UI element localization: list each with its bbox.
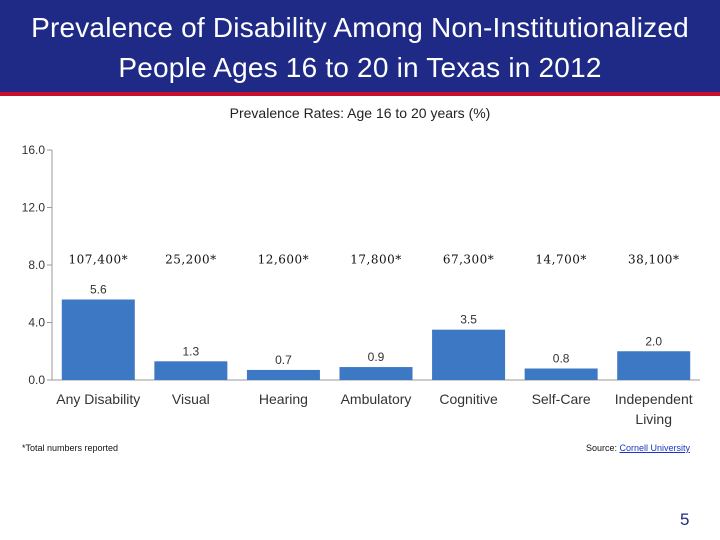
category-label: Ambulatory	[341, 391, 412, 407]
title-banner	[0, 0, 720, 92]
y-tick-label: 0.0	[28, 373, 45, 387]
y-tick-label: 4.0	[28, 316, 45, 330]
total-count-label: 107,400*	[68, 253, 128, 267]
source-prefix: Source:	[585, 443, 620, 453]
slide-title-line-2: People Ages 16 to 20 in Texas in 2012	[118, 52, 602, 83]
data-label: 0.8	[553, 352, 570, 366]
bar	[154, 361, 228, 380]
slide-title: Prevalence of Disability Among Non-Insti…	[0, 8, 720, 88]
footnote: *Total numbers reported	[22, 443, 119, 453]
page-number: 5	[680, 510, 690, 529]
source-link[interactable]: Cornell University	[619, 443, 690, 453]
title-accent-rule	[0, 92, 720, 96]
category-label: Visual	[172, 391, 210, 407]
data-label: 2.0	[645, 334, 662, 348]
data-label: 0.7	[275, 353, 292, 367]
category-label: Living	[635, 411, 672, 427]
chart-title: Prevalence Rates: Age 16 to 20 years (%)	[229, 105, 491, 121]
bar	[339, 367, 413, 380]
category-label: Hearing	[259, 391, 308, 407]
category-label: Independent	[615, 391, 693, 407]
source-note: Source: Cornell University	[586, 443, 690, 453]
category-label: Self-Care	[532, 391, 591, 407]
bar	[617, 351, 691, 380]
total-count-label: 38,100*	[628, 253, 680, 267]
slide-title-line-1: Prevalence of Disability Among Non-Insti…	[31, 12, 689, 43]
y-tick-label: 16.0	[22, 143, 46, 157]
y-tick-label: 12.0	[22, 201, 46, 215]
bar	[432, 329, 506, 380]
bar	[246, 369, 320, 380]
total-count-label: 17,800*	[350, 253, 402, 267]
bar	[61, 299, 135, 380]
category-label: Any Disability	[56, 391, 140, 407]
data-label: 1.3	[183, 344, 200, 358]
data-label: 0.9	[368, 350, 385, 364]
total-count-label: 12,600*	[258, 253, 310, 267]
bar	[524, 368, 598, 380]
y-tick-label: 8.0	[28, 258, 45, 272]
data-label: 5.6	[90, 283, 107, 297]
category-label: Cognitive	[439, 391, 498, 407]
total-count-label: 14,700*	[535, 253, 587, 267]
total-count-label: 25,200*	[165, 253, 217, 267]
data-label: 3.5	[460, 313, 477, 327]
total-count-label: 67,300*	[443, 253, 495, 267]
